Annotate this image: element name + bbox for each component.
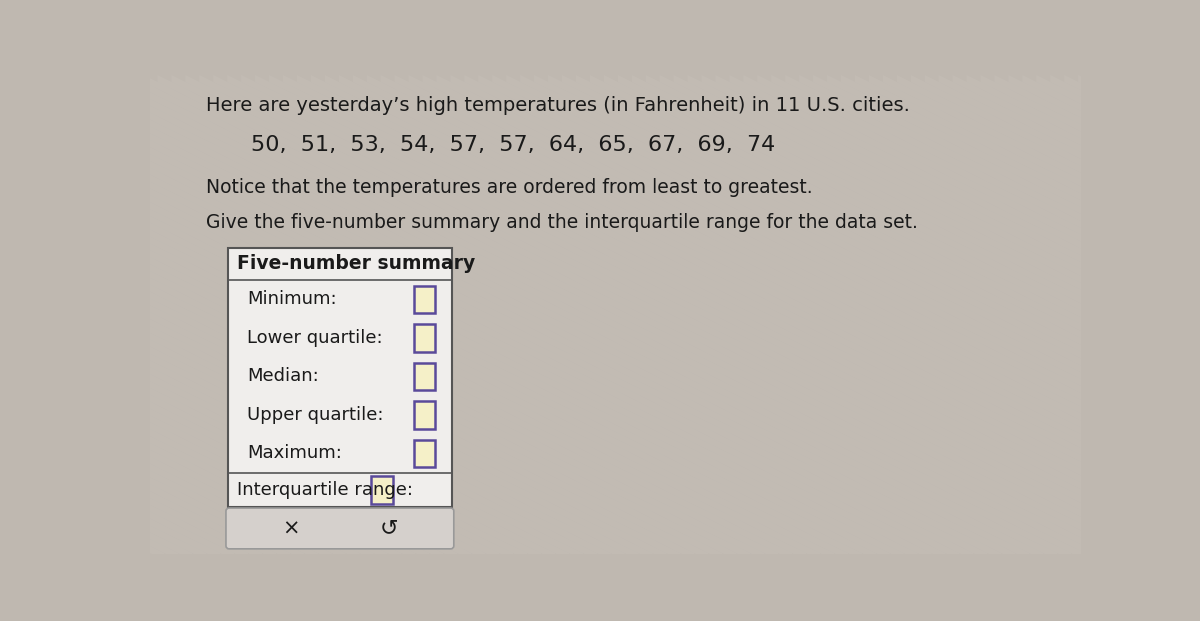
Text: Minimum:: Minimum: xyxy=(247,291,336,309)
Bar xyxy=(414,363,436,390)
Text: Upper quartile:: Upper quartile: xyxy=(247,406,383,424)
Text: Maximum:: Maximum: xyxy=(247,445,342,463)
Text: 50,  51,  53,  54,  57,  57,  64,  65,  67,  69,  74: 50, 51, 53, 54, 57, 57, 64, 65, 67, 69, … xyxy=(251,135,775,155)
Text: Interquartile range:: Interquartile range: xyxy=(236,481,413,499)
Text: Notice that the temperatures are ordered from least to greatest.: Notice that the temperatures are ordered… xyxy=(206,178,812,197)
Text: ↺: ↺ xyxy=(380,519,398,538)
Bar xyxy=(414,440,436,467)
Text: ×: × xyxy=(282,519,299,538)
Bar xyxy=(414,401,436,428)
FancyBboxPatch shape xyxy=(226,508,454,549)
Bar xyxy=(414,286,436,313)
Text: Here are yesterday’s high temperatures (in Fahrenheit) in 11 U.S. cities.: Here are yesterday’s high temperatures (… xyxy=(206,96,910,115)
Bar xyxy=(414,324,436,351)
Text: Give the five-number summary and the interquartile range for the data set.: Give the five-number summary and the int… xyxy=(206,213,918,232)
Text: Median:: Median: xyxy=(247,368,319,386)
Bar xyxy=(371,476,392,504)
Text: Lower quartile:: Lower quartile: xyxy=(247,329,383,347)
Text: Five-number summary: Five-number summary xyxy=(236,254,475,273)
Bar xyxy=(228,248,452,507)
